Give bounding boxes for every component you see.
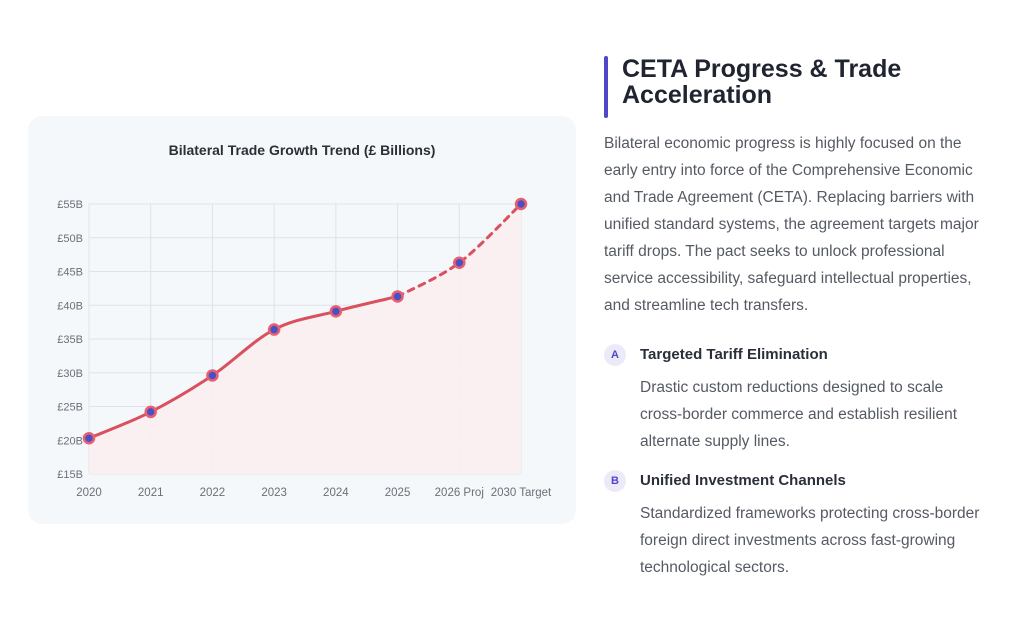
content-panel: CETA Progress & Trade Acceleration Bilat… [604,55,996,576]
y-tick-label: £30B [57,368,83,380]
x-tick-label: 2030 Target [491,487,552,499]
data-point [82,431,96,445]
y-tick-label: £15B [57,469,83,481]
y-tick-label: £25B [57,402,83,414]
chart-card: Bilateral Trade Growth Trend (£ Billions… [28,116,576,524]
data-point [329,305,343,318]
data-point [206,369,219,382]
x-tick-label: 2020 [76,487,102,499]
feature-title: Targeted Tariff Elimination [640,346,828,363]
data-point [391,290,404,303]
y-tick-label: £50B [57,233,83,245]
feature-text: Standardized frameworks protecting cross… [640,505,980,576]
x-tick-label: 2023 [261,487,287,499]
data-point [267,323,281,336]
feature-badge: A [604,344,626,366]
feature-title: Unified Investment Channels [640,472,846,489]
data-point [144,405,157,419]
x-tick-label: 2021 [138,487,164,499]
chart-title: Bilateral Trade Growth Trend (£ Billions… [168,142,436,158]
y-tick-label: £35B [57,334,83,346]
series-area [89,204,521,474]
heading-accent-bar [604,56,608,118]
trade-line-chart: £15B £20B £25B £30B £35B £40B £45B £50B £55B 2020… [57,197,552,499]
x-tick-label: 2025 [385,487,411,499]
y-tick-label: £40B [57,300,83,312]
data-point [453,256,466,269]
y-tick-label: £55B [57,199,83,211]
x-tick-label: 2024 [323,487,349,499]
y-tick-label: £20B [57,435,83,447]
intro-paragraph: Bilateral economic progress is highly fo… [604,135,979,314]
y-tick-label: £45B [57,267,83,279]
feature-text: Drastic custom reductions designed to sc… [640,379,958,450]
feature-badge: B [604,470,626,492]
data-point [514,197,528,211]
x-tick-label: 2026 Proj [435,487,484,499]
page-heading: CETA Progress & Trade Acceleration [622,55,902,109]
x-tick-label: 2022 [200,487,226,499]
